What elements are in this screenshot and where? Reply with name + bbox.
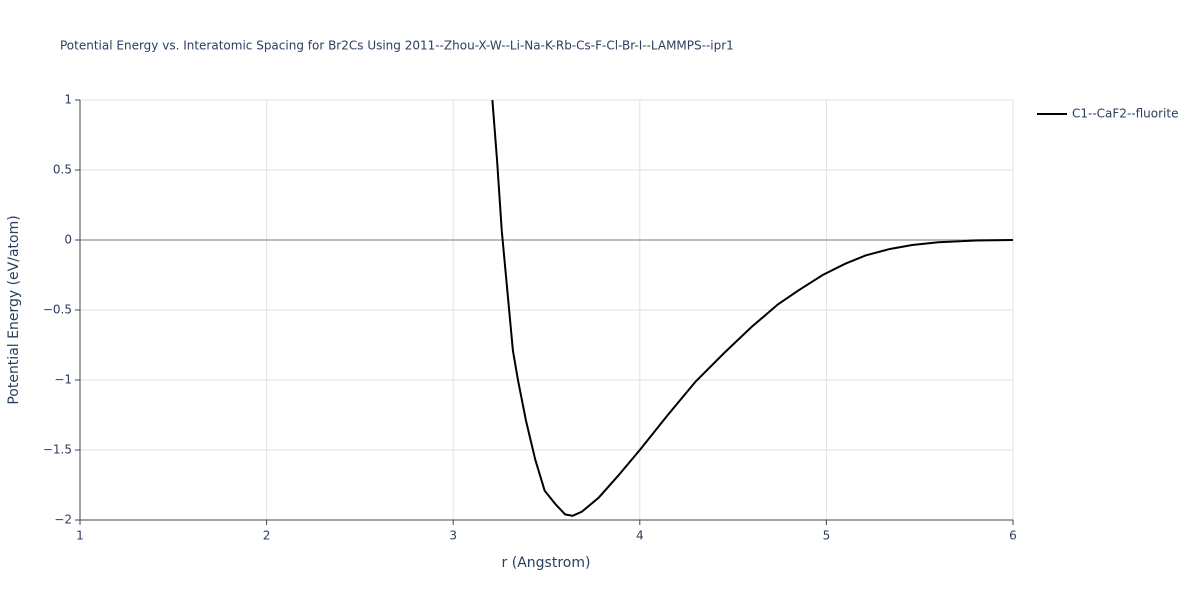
y-tick-label: −0.5 (43, 303, 72, 317)
x-tick-label: 2 (263, 529, 271, 543)
x-tick-label: 4 (636, 529, 644, 543)
x-tick-label: 3 (449, 529, 457, 543)
legend-label: C1--CaF2--fluorite (1072, 107, 1178, 121)
y-tick-label: 0.5 (53, 163, 72, 177)
x-tick-label: 1 (76, 529, 84, 543)
chart-title: Potential Energy vs. Interatomic Spacing… (60, 39, 734, 53)
y-tick-label: −2 (54, 513, 72, 527)
x-tick-label: 5 (823, 529, 831, 543)
plot-area (491, 100, 1013, 517)
y-tick-label: 0 (64, 233, 72, 247)
y-tick-label: −1 (54, 373, 72, 387)
y-tick-label: −1.5 (43, 443, 72, 457)
y-tick-label: 1 (64, 93, 72, 107)
line-series (491, 100, 1013, 517)
y-axis-title: Potential Energy (eV/atom) (6, 215, 22, 404)
x-tick-label: 6 (1009, 529, 1017, 543)
x-axis-title: r (Angstrom) (502, 555, 591, 571)
